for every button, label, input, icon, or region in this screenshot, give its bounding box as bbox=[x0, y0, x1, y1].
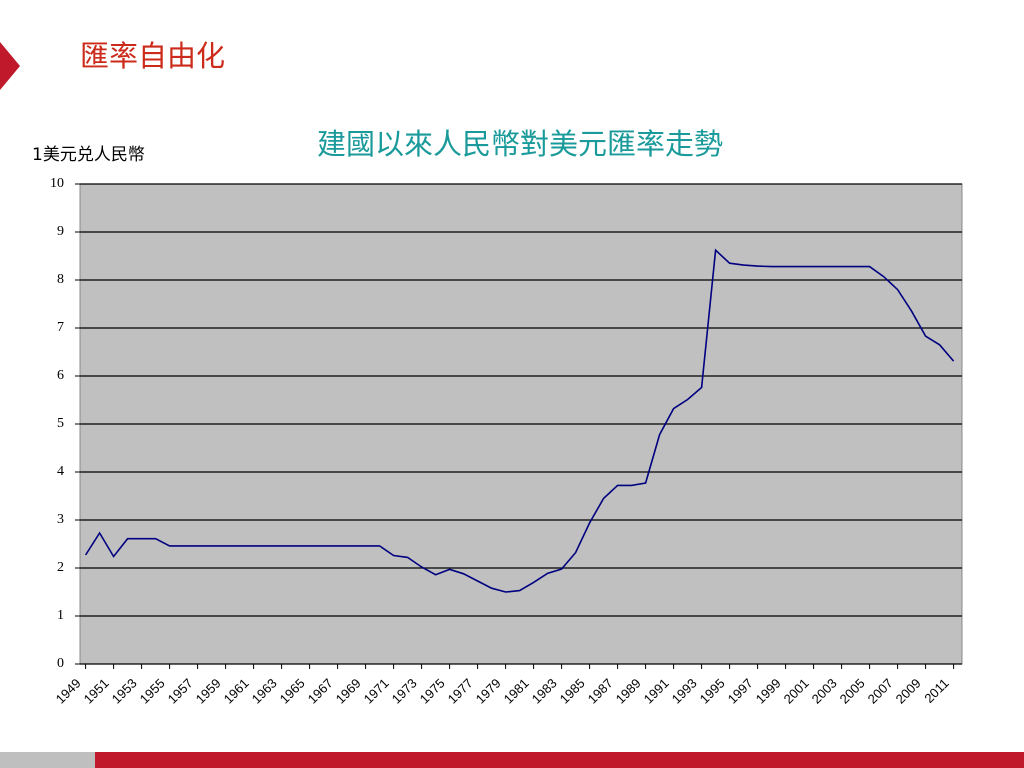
x-tick-label: 1997 bbox=[725, 676, 756, 707]
y-tick-label: 1 bbox=[57, 608, 64, 623]
x-tick-label: 1953 bbox=[109, 676, 140, 707]
y-tick-label: 2 bbox=[57, 560, 64, 575]
x-tick-label: 1979 bbox=[473, 676, 504, 707]
x-tick-label: 1957 bbox=[165, 676, 196, 707]
x-tick-label: 2001 bbox=[781, 676, 812, 707]
x-tick-label: 1973 bbox=[389, 676, 420, 707]
x-tick-label: 1963 bbox=[249, 676, 280, 707]
y-tick-label: 3 bbox=[57, 512, 64, 527]
footer-bar-left bbox=[0, 752, 95, 768]
x-tick-label: 1971 bbox=[361, 676, 392, 707]
x-tick-label: 1985 bbox=[557, 676, 588, 707]
data-line bbox=[84, 248, 955, 593]
x-tick-label: 1989 bbox=[613, 676, 644, 707]
slide-marker bbox=[0, 42, 20, 90]
x-tick-label: 1951 bbox=[81, 676, 112, 707]
x-tick-label: 2009 bbox=[893, 676, 924, 707]
x-tick-label: 1961 bbox=[221, 676, 252, 707]
chart-title: 建國以來人民幣對美元匯率走勢 bbox=[317, 127, 723, 161]
y-axis-label: 1美元兑人民幣 bbox=[32, 145, 145, 165]
slide-title: 匯率自由化 bbox=[80, 39, 225, 73]
y-tick-label: 5 bbox=[57, 416, 64, 431]
x-tick-label: 2005 bbox=[837, 676, 868, 707]
x-tick-label: 1983 bbox=[529, 676, 560, 707]
x-tick-label: 2007 bbox=[865, 676, 896, 707]
x-tick-label: 1967 bbox=[305, 676, 336, 707]
x-tick-label: 1977 bbox=[445, 676, 476, 707]
y-tick-label: 0 bbox=[57, 656, 64, 671]
x-tick-label: 1949 bbox=[53, 676, 84, 707]
x-tick-label: 1975 bbox=[417, 676, 448, 707]
y-tick-label: 6 bbox=[57, 368, 64, 383]
y-tick-label: 4 bbox=[57, 464, 64, 479]
footer-bar bbox=[95, 752, 1024, 768]
x-tick-label: 1993 bbox=[669, 676, 700, 707]
x-tick-label: 1991 bbox=[641, 676, 672, 707]
y-tick-label: 9 bbox=[57, 224, 64, 239]
x-tick-label: 1959 bbox=[193, 676, 224, 707]
x-tick-label: 1955 bbox=[137, 676, 168, 707]
y-tick-label: 8 bbox=[57, 272, 64, 287]
x-tick-label: 1969 bbox=[333, 676, 364, 707]
y-tick-label: 10 bbox=[50, 176, 64, 191]
x-tick-label: 1995 bbox=[697, 676, 728, 707]
x-tick-label: 1987 bbox=[585, 676, 616, 707]
x-tick-label: 1981 bbox=[501, 676, 532, 707]
x-tick-label: 1999 bbox=[753, 676, 784, 707]
x-tick-label: 1965 bbox=[277, 676, 308, 707]
x-tick-label: 2011 bbox=[921, 676, 951, 706]
y-tick-label: 7 bbox=[57, 320, 64, 335]
x-tick-label: 2003 bbox=[809, 676, 840, 707]
